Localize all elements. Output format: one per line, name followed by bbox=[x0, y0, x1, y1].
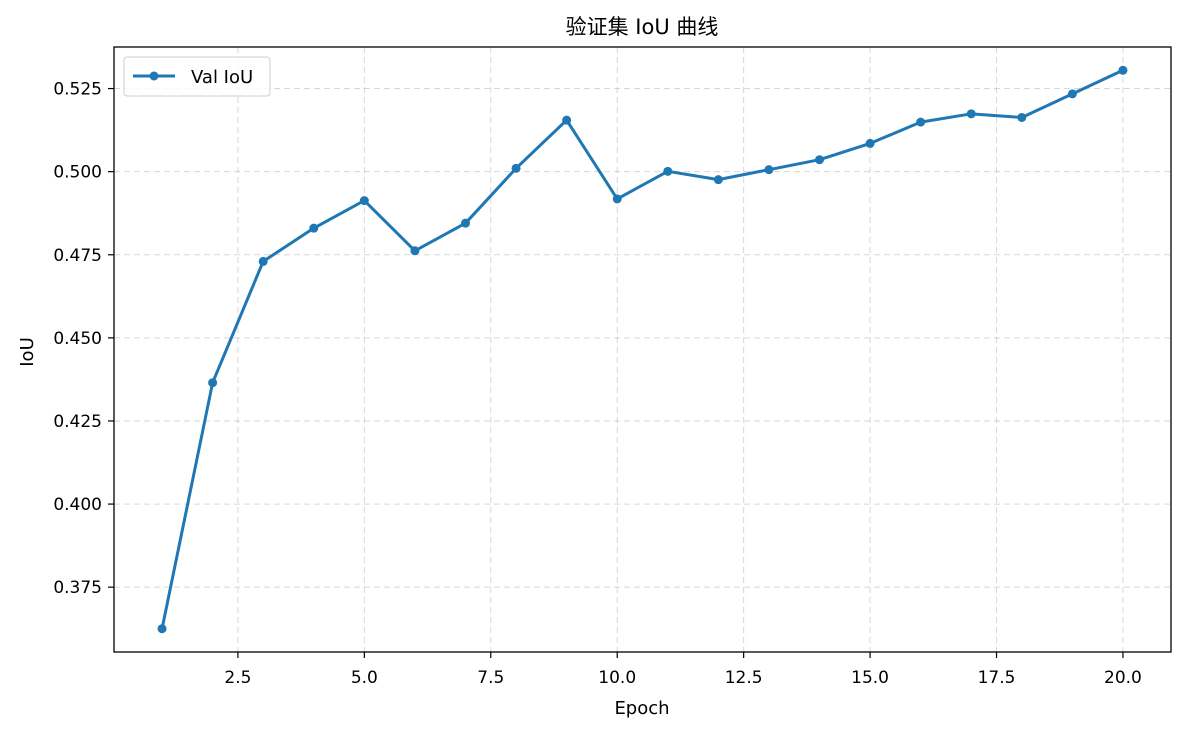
data-point bbox=[359, 196, 369, 206]
series-line bbox=[160, 68, 1125, 631]
y-tick-label: 0.375 bbox=[53, 578, 102, 598]
y-tick-label: 0.525 bbox=[53, 80, 102, 100]
x-tick-label: 15.0 bbox=[851, 668, 889, 688]
x-tick-label: 17.5 bbox=[978, 668, 1016, 688]
data-point bbox=[410, 246, 420, 256]
x-tick-label: 10.0 bbox=[598, 668, 636, 688]
plot-frame bbox=[113, 46, 1172, 653]
data-point bbox=[663, 166, 673, 176]
y-tick-label: 0.475 bbox=[53, 246, 102, 266]
x-axis: 2.5 5.0 7.5 10.0 12.5 15.0 17.5 20.0 bbox=[224, 652, 1142, 688]
data-point bbox=[157, 624, 167, 634]
series-layer bbox=[157, 65, 1128, 634]
chart-title: 验证集 IoU 曲线 bbox=[566, 15, 719, 39]
y-tick-label: 0.450 bbox=[53, 329, 102, 349]
legend: Val IoU bbox=[123, 56, 271, 97]
legend-label: Val IoU bbox=[191, 67, 253, 88]
data-point bbox=[258, 256, 268, 266]
legend-box bbox=[123, 56, 271, 97]
data-point bbox=[713, 175, 723, 185]
data-point bbox=[1017, 112, 1027, 122]
data-point bbox=[309, 223, 319, 233]
y-axis-label: IoU bbox=[17, 337, 38, 367]
data-point bbox=[562, 115, 572, 125]
legend-marker-sample bbox=[149, 71, 159, 81]
x-tick-label: 7.5 bbox=[477, 668, 504, 688]
data-point bbox=[865, 138, 875, 148]
y-tick-label: 0.400 bbox=[53, 495, 102, 515]
data-point bbox=[1118, 65, 1128, 75]
data-point bbox=[511, 163, 521, 173]
data-point bbox=[460, 218, 470, 228]
y-axis: 0.375 0.400 0.425 0.450 0.475 0.500 0.525 bbox=[53, 80, 114, 598]
data-point bbox=[612, 194, 622, 204]
y-tick-label: 0.425 bbox=[53, 412, 102, 432]
data-point bbox=[966, 109, 976, 119]
data-point bbox=[208, 378, 218, 388]
data-point bbox=[916, 117, 926, 127]
data-point bbox=[1067, 89, 1077, 99]
x-axis-label: Epoch bbox=[614, 698, 669, 719]
x-tick-label: 5.0 bbox=[351, 668, 378, 688]
data-point bbox=[815, 155, 825, 165]
x-tick-label: 12.5 bbox=[725, 668, 763, 688]
x-tick-label: 2.5 bbox=[224, 668, 251, 688]
y-tick-label: 0.500 bbox=[53, 163, 102, 183]
x-tick-label: 20.0 bbox=[1104, 668, 1142, 688]
data-point bbox=[764, 165, 774, 175]
